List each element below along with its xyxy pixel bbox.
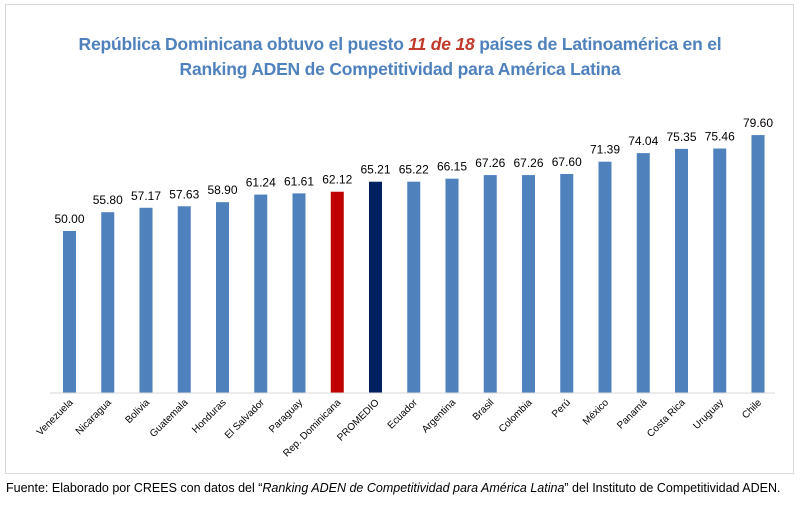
category-label-uruguay: Uruguay <box>691 397 726 432</box>
chart-title-highlight: 11 de 18 <box>408 34 475 54</box>
source-italic-title: Ranking ADEN de Competitividad para Amér… <box>262 481 565 495</box>
category-label-costa-rica: Costa Rica <box>645 397 688 440</box>
value-label-honduras: 58.90 <box>207 183 237 197</box>
value-label-guatemala: 57.63 <box>169 187 199 201</box>
value-label-rep-dominicana: 62.12 <box>322 173 352 187</box>
bars-layer <box>63 135 765 393</box>
bar-panamá <box>636 153 650 393</box>
value-label-chile: 79.60 <box>743 116 773 130</box>
bar-costa-rica <box>675 148 688 393</box>
bar-promedio <box>369 181 382 393</box>
value-label-costa-rica: 75.35 <box>666 130 696 144</box>
source-note: Fuente: Elaborado por CREES con datos de… <box>6 480 794 497</box>
category-label-paraguay: Paraguay <box>267 397 305 435</box>
bar-venezuela <box>63 231 76 393</box>
category-label-bolivia: Bolivia <box>124 397 153 426</box>
value-label-colombia: 67.26 <box>513 156 543 170</box>
bar-rep-dominicana <box>330 191 344 393</box>
category-label-perú: Perú <box>550 397 573 420</box>
bar-bolivia <box>139 207 153 393</box>
category-label-brasil: Brasil <box>471 397 496 422</box>
value-label-venezuela: 50.00 <box>54 212 84 226</box>
category-label-méxico: México <box>581 397 611 427</box>
category-label-nicaragua: Nicaragua <box>74 397 114 437</box>
bar-paraguay <box>292 193 306 393</box>
value-label-panamá: 74.04 <box>628 134 658 148</box>
category-label-honduras: Honduras <box>190 397 228 435</box>
bar-perú <box>560 173 574 393</box>
value-label-promedio: 65.21 <box>360 163 390 177</box>
value-label-paraguay: 61.61 <box>284 174 314 188</box>
category-label-ecuador: Ecuador <box>386 397 421 432</box>
chart-title: República Dominicana obtuvo el puesto 11… <box>0 32 800 82</box>
bar-chile <box>751 135 765 393</box>
bar-honduras <box>216 202 229 393</box>
bar-guatemala <box>177 206 191 393</box>
bar-méxico <box>598 161 612 393</box>
value-label-el-salvador: 61.24 <box>246 176 276 190</box>
category-label-colombia: Colombia <box>497 397 535 435</box>
category-label-guatemala: Guatemala <box>148 397 191 440</box>
chart-title-line2: Ranking ADEN de Competitividad para Amér… <box>179 59 621 79</box>
category-label-argentina: Argentina <box>420 397 458 435</box>
value-labels-layer: 50.00 55.80 57.17 57.63 58.90 61.24 61.61 62.12… <box>54 116 773 226</box>
value-label-uruguay: 75.46 <box>705 130 735 144</box>
bar-colombia <box>522 175 535 393</box>
bar-ecuador <box>407 181 421 393</box>
category-label-panamá: Panamá <box>615 397 649 431</box>
chart-title-part1: República Dominicana obtuvo el puesto <box>78 34 409 54</box>
source-suffix: ” del Instituto de Competitividad ADEN. <box>564 481 781 495</box>
value-label-nicaragua: 55.80 <box>93 193 123 207</box>
value-label-bolivia: 57.17 <box>131 189 161 203</box>
chart-frame <box>5 4 794 474</box>
value-label-argentina: 66.15 <box>437 160 467 174</box>
bar-nicaragua <box>101 212 115 393</box>
category-label-el-salvador: El Salvador <box>223 397 267 441</box>
bar-el-salvador <box>254 194 268 393</box>
category-label-venezuela: Venezuela <box>35 397 76 438</box>
category-label-chile: Chile <box>740 397 764 421</box>
chart-title-part2: países de Latinoamérica en el <box>474 34 722 54</box>
source-prefix: Fuente: Elaborado por CREES con datos de… <box>6 481 263 495</box>
value-label-perú: 67.60 <box>552 155 582 169</box>
value-label-méxico: 71.39 <box>590 143 620 157</box>
bar-argentina <box>445 178 459 393</box>
value-label-brasil: 67.26 <box>475 156 505 170</box>
value-label-ecuador: 65.22 <box>399 163 429 177</box>
bar-brasil <box>483 175 497 393</box>
bar-uruguay <box>713 148 727 393</box>
